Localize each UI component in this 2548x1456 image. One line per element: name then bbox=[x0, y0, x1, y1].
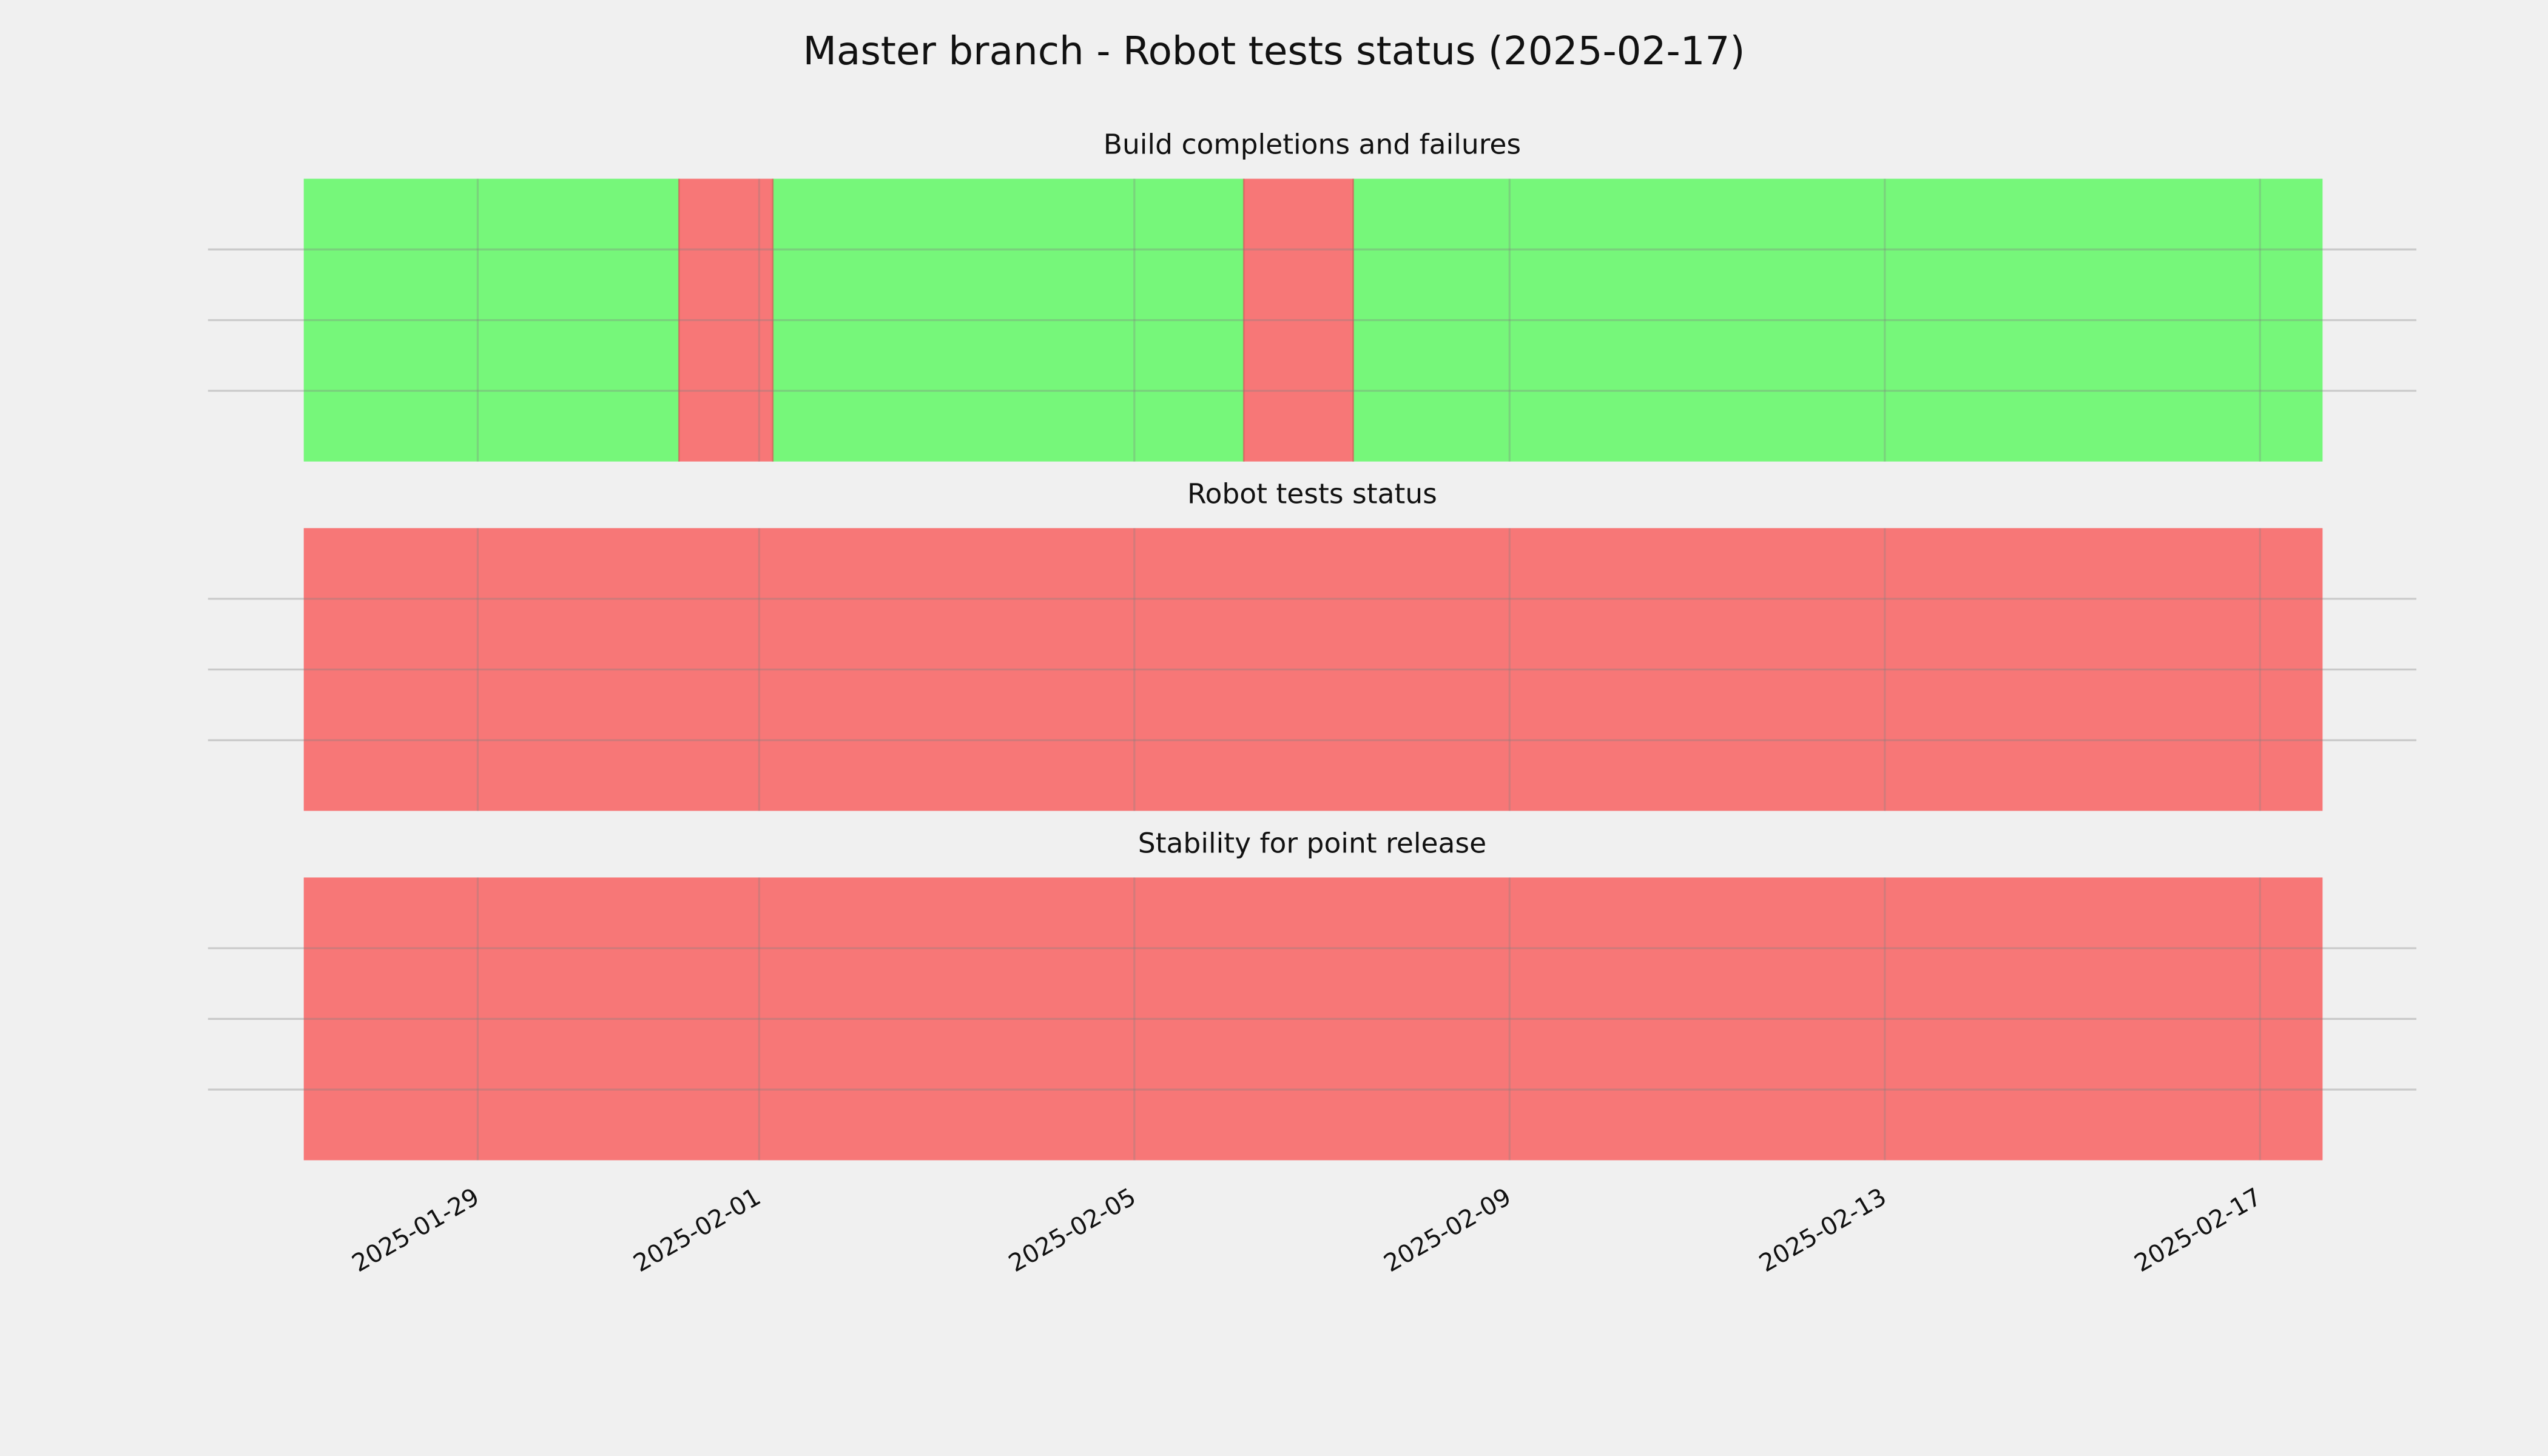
status-span bbox=[772, 178, 1244, 462]
chart-title: Master branch - Robot tests status (2025… bbox=[803, 29, 1745, 74]
status-span bbox=[303, 528, 2323, 811]
subplot-title: Stability for point release bbox=[1138, 827, 1486, 859]
subplot-title: Build completions and failures bbox=[1104, 129, 1521, 161]
status-span bbox=[303, 877, 2323, 1161]
status-span bbox=[303, 178, 679, 462]
status-span bbox=[1244, 178, 1353, 462]
status-span bbox=[1353, 178, 2323, 462]
subplot-title: Robot tests status bbox=[1187, 477, 1437, 510]
status-span bbox=[679, 178, 773, 462]
